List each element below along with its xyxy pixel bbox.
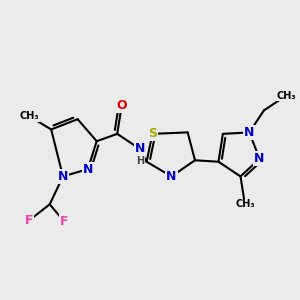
Text: H: H [136,156,144,166]
Text: CH₃: CH₃ [235,199,255,209]
Text: N: N [58,170,68,183]
Text: N: N [254,152,265,165]
Text: F: F [60,215,69,228]
Text: CH₃: CH₃ [276,91,296,101]
Text: CH₃: CH₃ [20,111,39,121]
Text: F: F [25,214,33,227]
Text: N: N [166,170,177,183]
Text: S: S [148,128,157,140]
Text: N: N [244,126,254,139]
Text: O: O [116,100,127,112]
Text: N: N [135,142,145,155]
Text: N: N [83,163,93,176]
